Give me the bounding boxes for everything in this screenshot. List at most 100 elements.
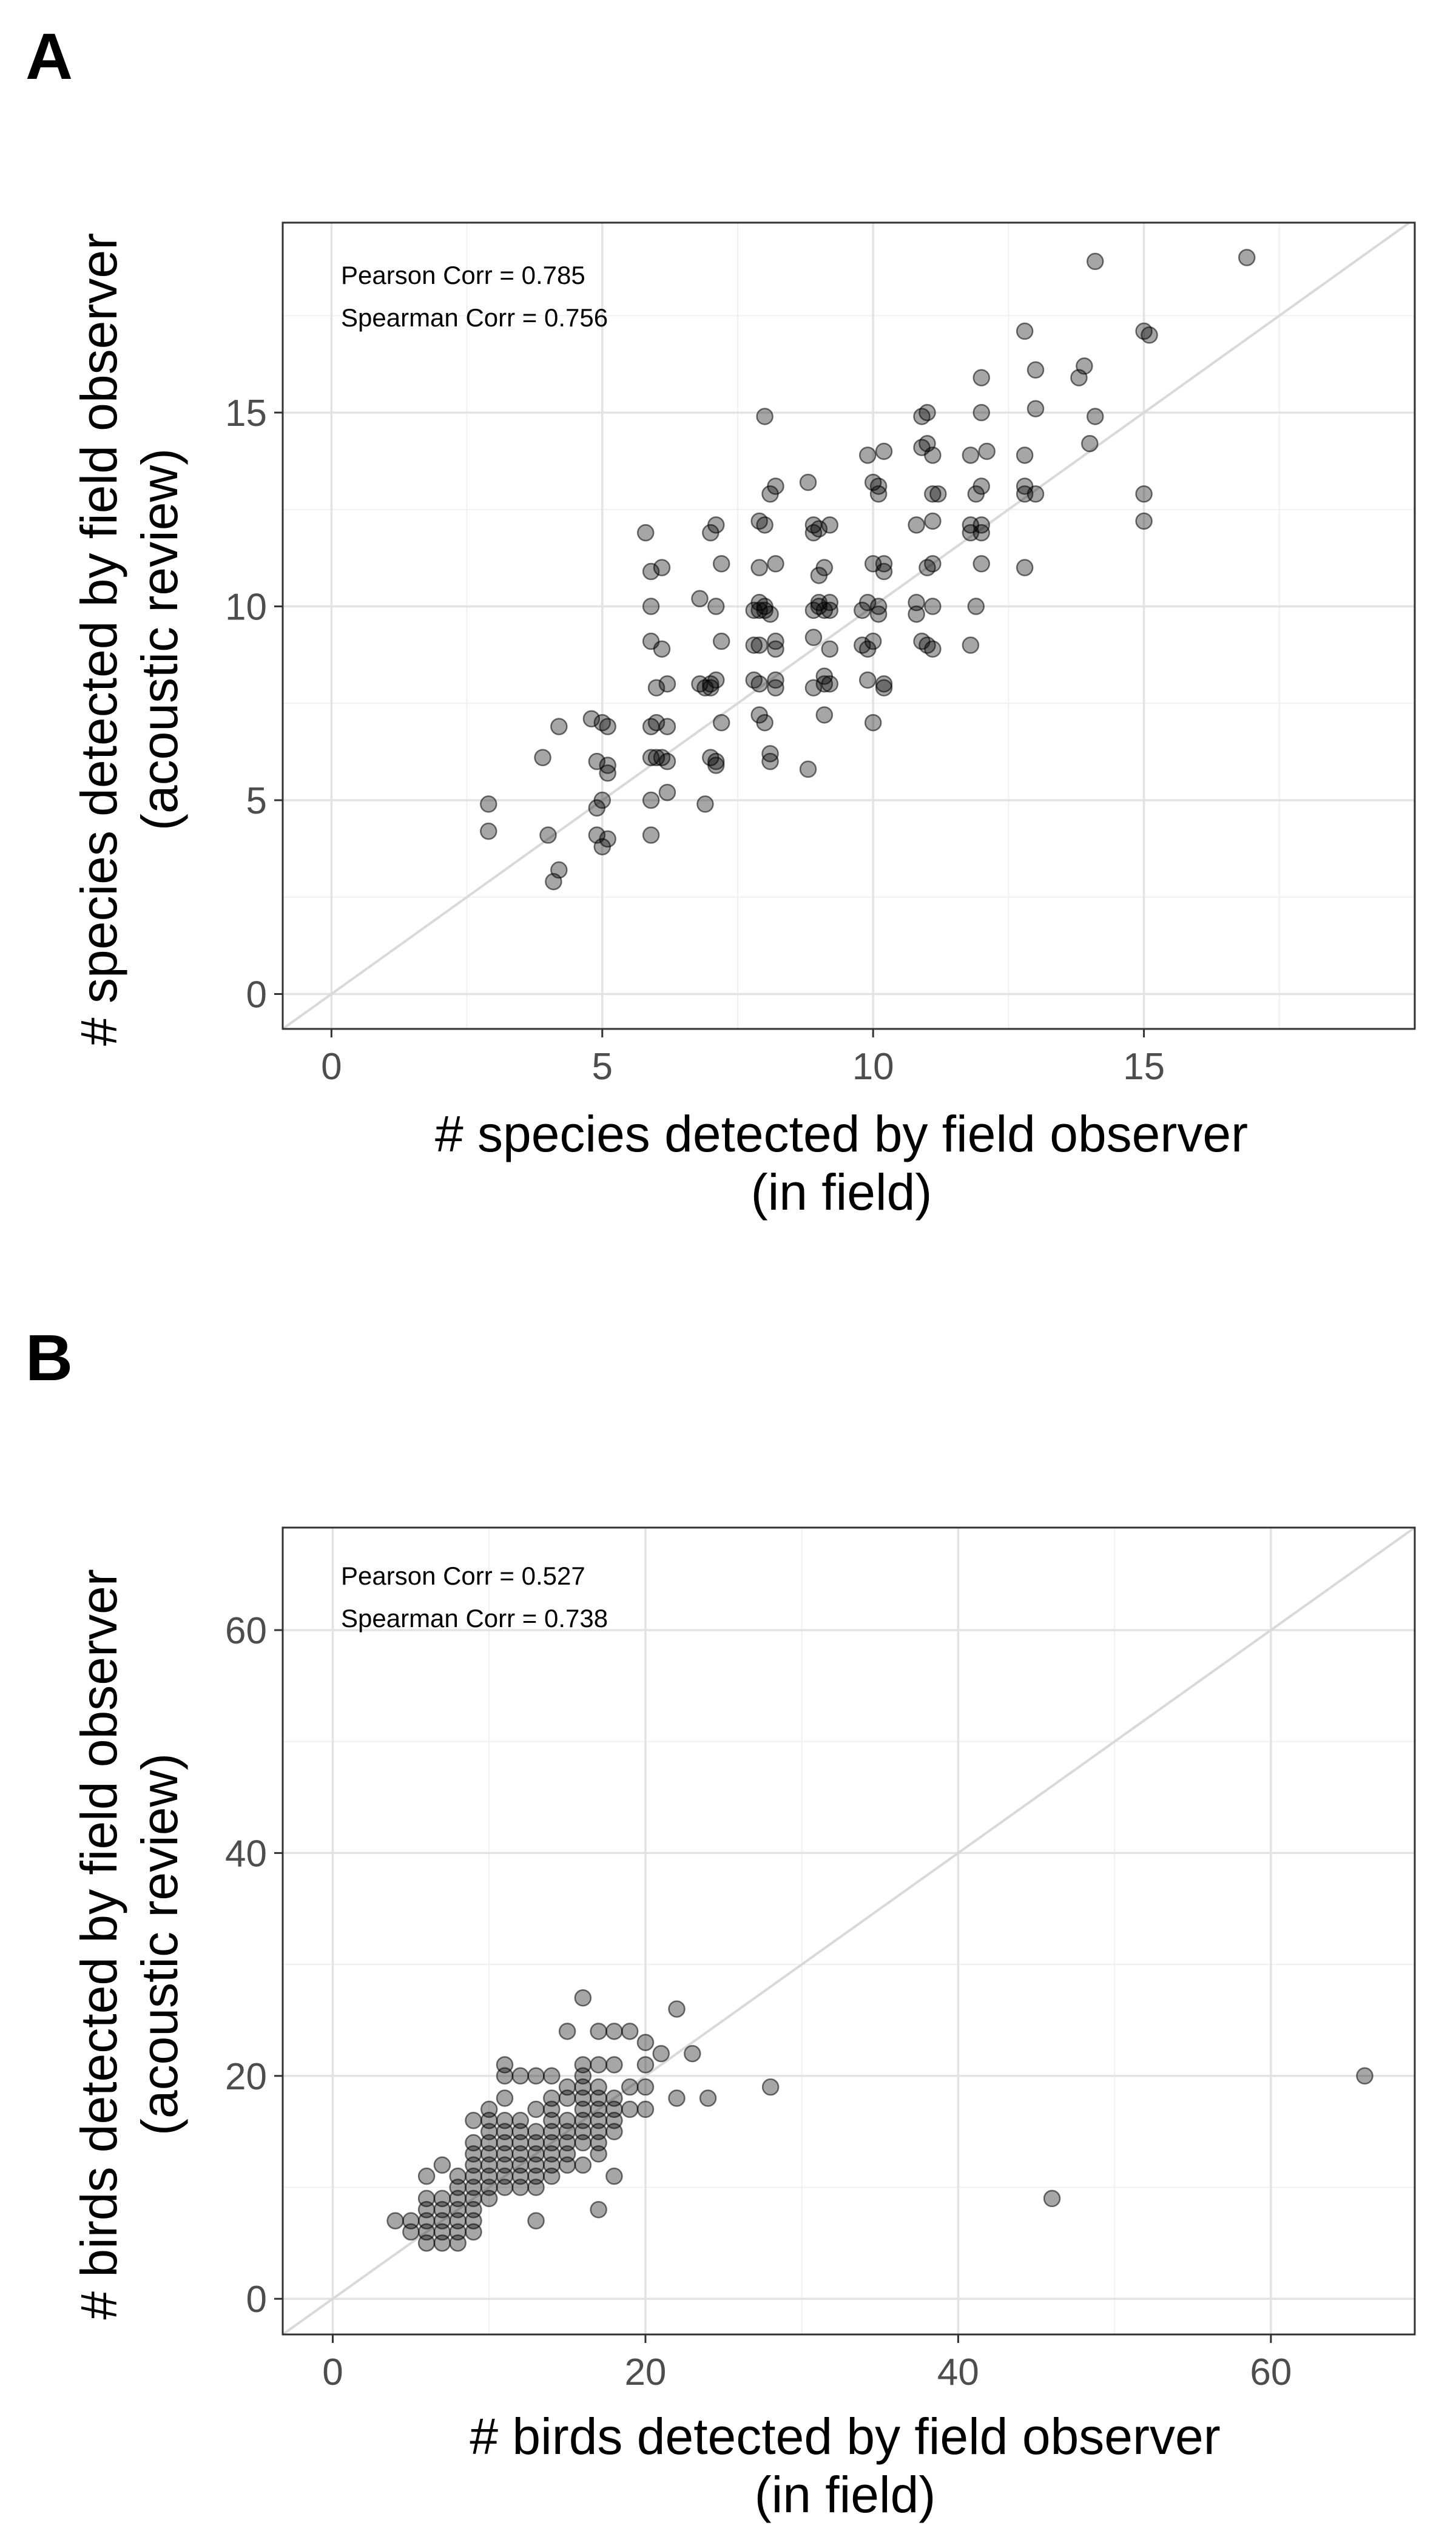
panel-b-data-point <box>636 2056 655 2074</box>
panel-a-data-point <box>815 559 834 576</box>
panel-a-data-point <box>712 713 730 732</box>
panel-b-data-point <box>761 2078 780 2096</box>
panel-a-identity-line-group <box>281 221 1410 1030</box>
panel-a-y-tick-label: 10 <box>225 587 267 629</box>
panel-a-data-point <box>875 442 893 460</box>
panel-b-data-point <box>558 2112 576 2129</box>
panel-b-y-axis-title-line2: (acoustic review) <box>131 1753 188 2135</box>
panel-b-data-point <box>417 2189 436 2208</box>
panel-a-y-axis-title-line2: (acoustic review) <box>131 448 188 831</box>
panel-a-data-point <box>869 485 888 503</box>
panel-a-data-point <box>929 485 947 503</box>
panel-b-label: B <box>25 1321 73 1394</box>
panel-a-x-axis-title-line2: (in field) <box>751 1164 932 1221</box>
panel-b-data-point <box>684 2044 701 2063</box>
panel-a-data-point <box>599 830 616 848</box>
panel-b-y-tick-label: 40 <box>225 1833 267 1875</box>
panel-b-data-point <box>605 2167 623 2185</box>
panel-a-data-point <box>767 555 784 573</box>
panel-b-data-point <box>621 2023 639 2040</box>
panel-b-x-axis-title-line2: (in field) <box>755 2466 936 2523</box>
panel-a-data-point <box>821 516 839 534</box>
panel-b-y-tick-label: 0 <box>246 2279 267 2320</box>
panel-a-data-point <box>924 555 942 573</box>
panel-b-pearson-annotation: Pearson Corr = 0.527 <box>341 1562 585 1590</box>
panel-a-data-point <box>858 447 877 464</box>
panel-a-data-point <box>750 675 768 693</box>
panel-b-data-point <box>605 2056 623 2074</box>
panel-a-x-tick-label: 15 <box>1123 1046 1165 1088</box>
panel-a-data-point <box>1026 400 1045 417</box>
panel-a-data-point <box>539 826 557 844</box>
panel-a-data-point <box>756 516 774 534</box>
panel-a-data-point <box>1016 559 1034 576</box>
panel-a-data-point <box>821 640 839 658</box>
panel-a-data-point <box>647 679 666 696</box>
panel-a-data-point <box>924 598 942 615</box>
panel-a-data-point <box>480 822 497 840</box>
panel-b-data-point <box>699 2089 717 2107</box>
panel-a-data-point <box>707 671 725 689</box>
panel-b-data-point <box>402 2212 420 2230</box>
panel-a-data-point <box>593 791 612 809</box>
panel-a-data-point <box>480 795 497 813</box>
panel-a-data-point <box>924 640 942 658</box>
panel-a-data-point <box>761 752 779 770</box>
panel-a-data-point <box>756 408 774 425</box>
panel-a-data-point <box>918 403 936 422</box>
panel-a-data-point <box>653 640 671 658</box>
panel-a-y-tick-labels: 0 5 10 15 <box>225 393 283 1016</box>
panel-b-data-point <box>433 2189 451 2208</box>
panel-a-data-point <box>712 555 730 573</box>
panel-b-x-tick-label: 40 <box>937 2351 979 2393</box>
panel-a-data-point <box>967 598 985 615</box>
panel-b-y-tick-label: 60 <box>225 1610 267 1652</box>
panel-b-data-point <box>574 2156 592 2174</box>
panel-a-data-point <box>864 632 882 650</box>
panel-a: A 0 5 10 15 0 5 10 15 Pearson Corr = 0.785 Spe… <box>25 19 1416 1221</box>
panel-b-data-point <box>527 2212 545 2230</box>
panel-b-data-point <box>543 2067 561 2085</box>
panel-b-data-point <box>511 2067 530 2085</box>
panel-a-data-point <box>712 632 730 650</box>
panel-a-data-point <box>642 826 660 844</box>
panel-a-data-point <box>550 861 568 879</box>
panel-a-data-point <box>1135 485 1153 503</box>
panel-b-data-point <box>590 2201 607 2219</box>
panel-a-data-point <box>962 636 980 654</box>
panel-b-data-point <box>511 2112 530 2129</box>
panel-b-data-point <box>621 2100 639 2118</box>
panel-b-grid <box>283 1528 1415 2334</box>
panel-a-data-point <box>696 795 714 813</box>
panel-a-data-point <box>1086 408 1104 425</box>
panel-a-data-point <box>658 675 676 693</box>
panel-b-data-point <box>465 2134 482 2152</box>
panel-a-data-point <box>647 749 666 766</box>
panel-a-data-point <box>1081 434 1099 453</box>
panel-b-data-point <box>480 2100 498 2118</box>
panel-a-data-point <box>799 760 817 778</box>
panel-b-y-axis-title-2: (acoustic review) <box>131 1753 188 2135</box>
panel-b-x-tick-label: 60 <box>1250 2351 1292 2393</box>
panel-a-data-point <box>1135 512 1153 530</box>
panel-b-data-point <box>496 2089 514 2107</box>
panel-b-data-point <box>1356 2067 1373 2085</box>
panel-a-data-point <box>864 713 882 732</box>
panel-a-data-point <box>707 598 725 615</box>
panel-b-data-point <box>574 1989 592 2007</box>
panel-a-y-axis-title: # species detected by field observer <box>70 233 127 1046</box>
panel-a-label: A <box>25 19 73 93</box>
panel-a-data-point <box>761 605 779 623</box>
panel-a-data-point <box>550 718 568 735</box>
panel-a-y-tick-label: 0 <box>246 974 267 1016</box>
panel-a-data-point <box>1016 447 1034 464</box>
panel-a-data-point <box>756 713 774 732</box>
panel-a-data-point <box>908 516 925 534</box>
panel-a-y-tick-label: 15 <box>225 393 267 434</box>
panel-a-data-point <box>707 757 725 774</box>
panel-b: B 0 20 40 60 0 20 40 60 Pearson Corr = 0.527 S… <box>25 1321 1416 2523</box>
panel-a-data-point <box>642 791 660 809</box>
panel-b-x-tick-labels: 0 20 40 60 <box>322 2334 1292 2393</box>
panel-a-data-point <box>815 706 834 724</box>
panel-b-data-point <box>558 2023 576 2040</box>
